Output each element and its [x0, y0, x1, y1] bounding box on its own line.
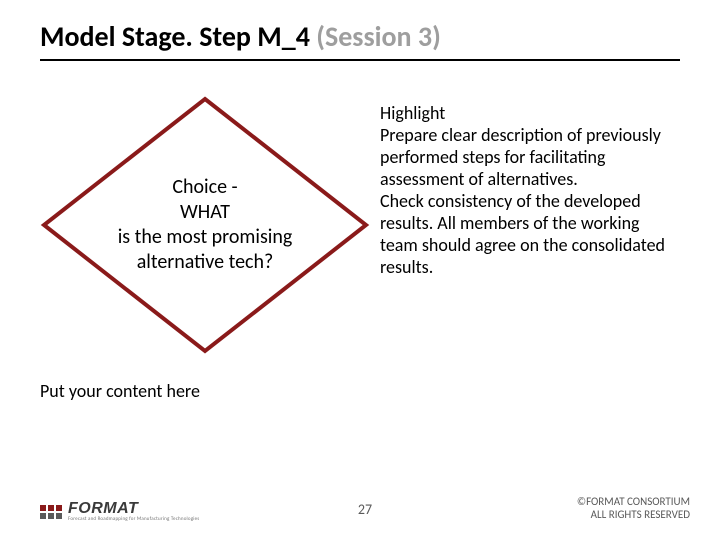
diamond-line-4: alternative tech?	[118, 250, 293, 275]
title-session: (Session 3)	[316, 19, 441, 54]
diamond-label: Choice - WHAT is the most promising alte…	[40, 95, 370, 355]
logo-subtitle: Forecast and Roadmapping for Manufacturi…	[68, 517, 199, 522]
decision-diamond: Choice - WHAT is the most promising alte…	[40, 95, 370, 355]
content-row: Choice - WHAT is the most promising alte…	[40, 95, 680, 355]
highlight-body: Prepare clear description of previously …	[380, 125, 680, 279]
page-number: 27	[358, 501, 372, 518]
copyright-line-1: ©FORMAT CONSORTIUM	[577, 495, 690, 509]
content-placeholder: Put your content here	[40, 380, 200, 402]
title-block: Model Stage. Step M_4 (Session 3)	[40, 22, 680, 61]
highlight-heading: Highlight	[380, 103, 680, 125]
diamond-line-1: Choice -	[118, 175, 293, 200]
copyright-line-2: ALL RIGHTS RESERVED	[577, 508, 690, 522]
slide: Model Stage. Step M_4 (Session 3) Choice…	[0, 0, 720, 540]
diamond-line-3: is the most promising	[118, 225, 293, 250]
slide-title: Model Stage. Step M_4 (Session 3)	[40, 22, 680, 53]
logo-text: FORMAT	[68, 501, 199, 517]
logo-text-wrap: FORMAT Forecast and Roadmapping for Manu…	[68, 501, 199, 522]
diamond-line-2: WHAT	[118, 200, 293, 225]
footer: FORMAT Forecast and Roadmapping for Manu…	[40, 495, 690, 523]
highlight-block: Highlight Prepare clear description of p…	[380, 95, 680, 355]
logo-bars-icon	[40, 505, 62, 519]
copyright: ©FORMAT CONSORTIUM ALL RIGHTS RESERVED	[577, 495, 690, 523]
logo: FORMAT Forecast and Roadmapping for Manu…	[40, 501, 199, 522]
title-main: Model Stage. Step M_4	[40, 19, 310, 54]
title-underline	[40, 59, 680, 61]
